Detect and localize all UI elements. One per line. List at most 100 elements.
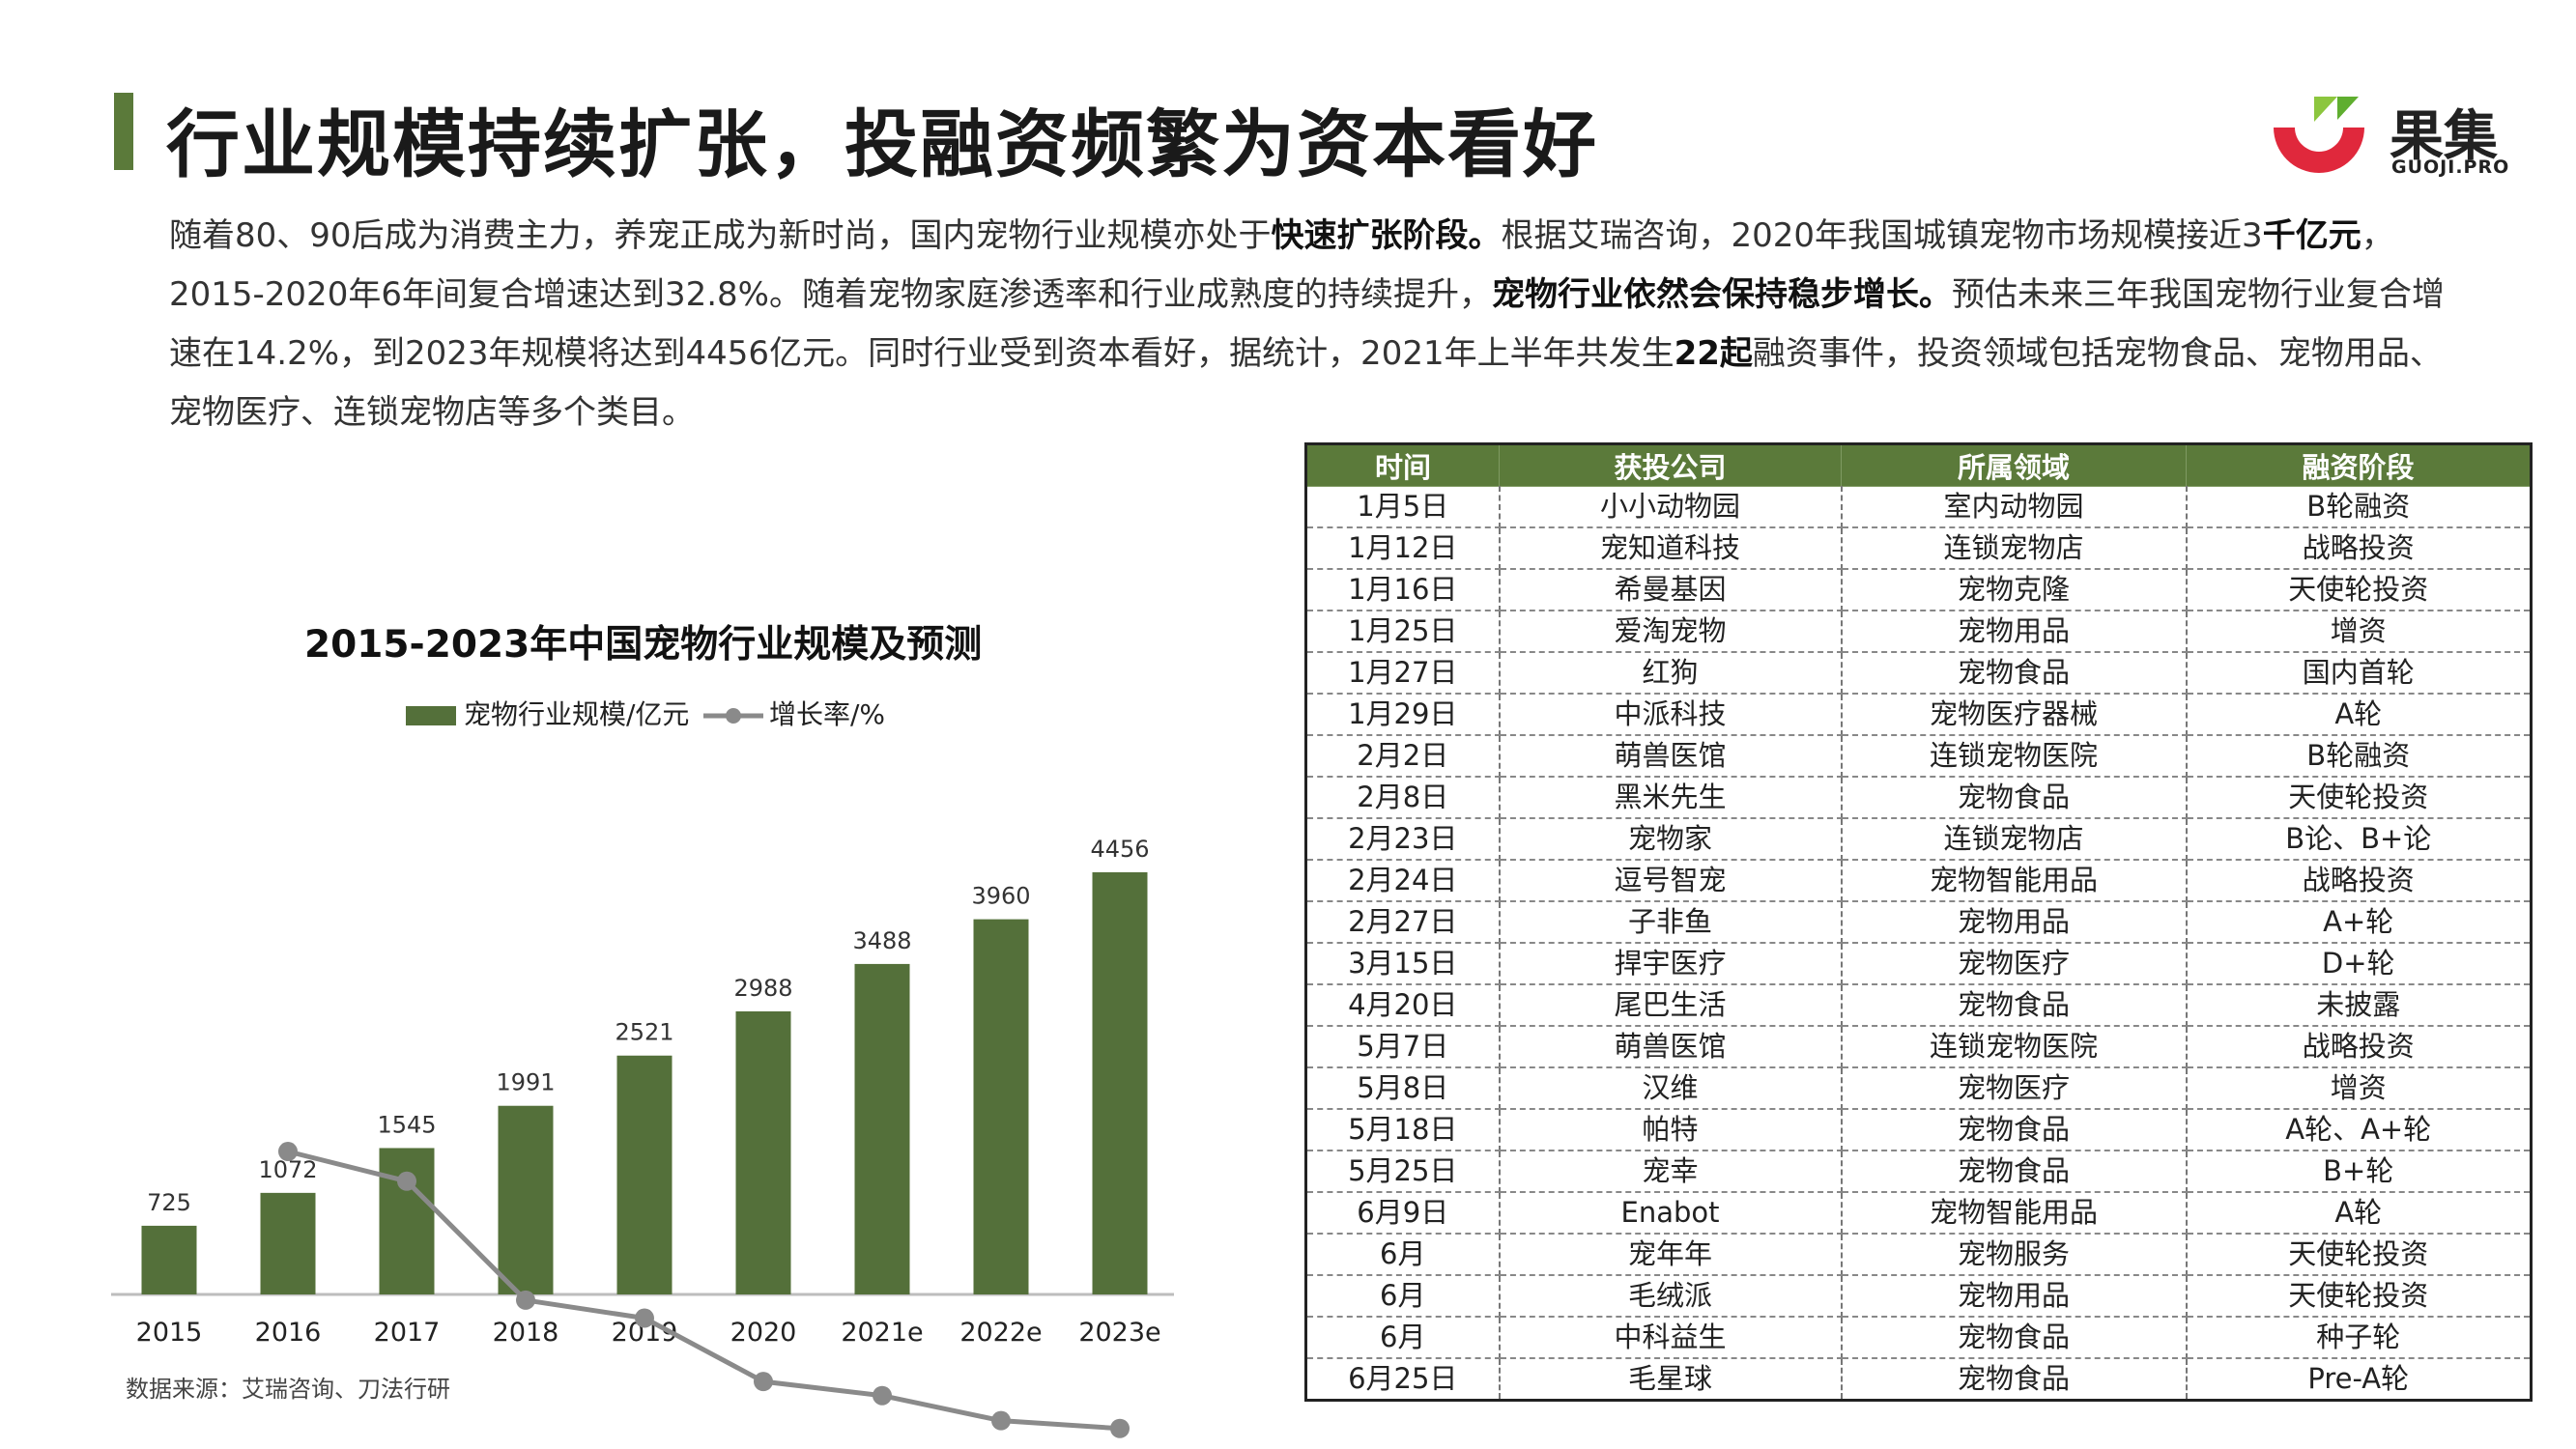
table-cell: 毛绒派 — [1500, 1275, 1842, 1317]
table-cell: 战略投资 — [2187, 527, 2532, 569]
table-cell: 5月7日 — [1306, 1026, 1500, 1067]
table-cell: B论、B+论 — [2187, 818, 2532, 860]
bar — [855, 964, 910, 1294]
table-cell: 宠知道科技 — [1500, 527, 1842, 569]
table-cell: 1月12日 — [1306, 527, 1500, 569]
table-cell: 宠物用品 — [1842, 901, 2187, 943]
table-cell: 2月2日 — [1306, 735, 1500, 777]
table-cell: 连锁宠物医院 — [1842, 1026, 2187, 1067]
table-cell: 天使轮投资 — [2187, 1234, 2532, 1275]
table-cell: 宠物智能用品 — [1842, 1192, 2187, 1234]
table-header-row: 时间 获投公司 所属领域 融资阶段 — [1306, 444, 2532, 487]
table-row: 6月 宠年年 宠物服务 天使轮投资 — [1306, 1234, 2532, 1275]
table-cell: 2月8日 — [1306, 777, 1500, 818]
table-cell: 6月9日 — [1306, 1192, 1500, 1234]
bar — [736, 1011, 791, 1294]
table-cell: 4月20日 — [1306, 984, 1500, 1026]
table-cell: 增资 — [2187, 1067, 2532, 1109]
table-cell: 爱淘宠物 — [1500, 611, 1842, 652]
x-tick-label: 2022e — [959, 1318, 1042, 1348]
growth-rate-point — [873, 1386, 892, 1406]
bar — [380, 1148, 435, 1294]
table-cell: 增资 — [2187, 611, 2532, 652]
table-body: 1月5日 小小动物园 室内动物园 B轮融资 1月12日 宠知道科技 连锁宠物店 战略投资 1月1… — [1306, 487, 2532, 1401]
table-cell: 宠物食品 — [1842, 1109, 2187, 1151]
table-row: 1月12日 宠知道科技 连锁宠物店 战略投资 — [1306, 527, 2532, 569]
table-cell: 宠物食品 — [1842, 1358, 2187, 1401]
table-cell: 种子轮 — [2187, 1317, 2532, 1358]
table-row: 5月25日 宠幸 宠物食品 B+轮 — [1306, 1151, 2532, 1192]
table-row: 2月2日 萌兽医馆 连锁宠物医院 B轮融资 — [1306, 735, 2532, 777]
table-cell: 宠物食品 — [1842, 652, 2187, 694]
table-cell: 中派科技 — [1500, 694, 1842, 735]
table-header-cell: 获投公司 — [1500, 444, 1842, 487]
table-cell: 天使轮投资 — [2187, 569, 2532, 611]
table-row: 5月8日 汉维 宠物医疗 增资 — [1306, 1067, 2532, 1109]
growth-rate-point — [516, 1291, 535, 1310]
table-cell: A轮 — [2187, 1192, 2532, 1234]
table-row: 2月23日 宠物家 连锁宠物店 B论、B+论 — [1306, 818, 2532, 860]
table-row: 1月5日 小小动物园 室内动物园 B轮融资 — [1306, 487, 2532, 528]
table-cell: 宠物食品 — [1842, 984, 2187, 1026]
table-cell: 希曼基因 — [1500, 569, 1842, 611]
table-cell: 汉维 — [1500, 1067, 1842, 1109]
chart-plot: 7252015107220161545201719912018252120192… — [0, 0, 1295, 1449]
bar — [261, 1193, 316, 1294]
table-cell: 1月5日 — [1306, 487, 1500, 528]
table-cell: 捍宇医疗 — [1500, 943, 1842, 984]
table-cell: 5月8日 — [1306, 1067, 1500, 1109]
table-cell: A轮 — [2187, 694, 2532, 735]
bar-value-label: 3488 — [852, 927, 911, 954]
table-cell: Pre-A轮 — [2187, 1358, 2532, 1401]
table-cell: 连锁宠物医院 — [1842, 735, 2187, 777]
x-tick-label: 2023e — [1078, 1318, 1160, 1348]
bar-value-label: 1991 — [496, 1069, 555, 1096]
table-cell: 尾巴生活 — [1500, 984, 1842, 1026]
table-row: 6月25日 毛星球 宠物食品 Pre-A轮 — [1306, 1358, 2532, 1401]
x-tick-label: 2018 — [493, 1318, 559, 1348]
table-row: 6月9日 Enabot 宠物智能用品 A轮 — [1306, 1192, 2532, 1234]
bar — [617, 1056, 673, 1294]
table-cell: 宠物食品 — [1842, 1151, 2187, 1192]
table-cell: 宠物服务 — [1842, 1234, 2187, 1275]
table-cell: 1月27日 — [1306, 652, 1500, 694]
table-cell: B+轮 — [2187, 1151, 2532, 1192]
table-cell: 连锁宠物店 — [1842, 818, 2187, 860]
intro-bold-2: 千亿元 — [2263, 216, 2361, 255]
x-tick-label: 2021e — [841, 1318, 923, 1348]
table-cell: 毛星球 — [1500, 1358, 1842, 1401]
table-cell: 1月16日 — [1306, 569, 1500, 611]
table-cell: 黑米先生 — [1500, 777, 1842, 818]
table-cell: 天使轮投资 — [2187, 1275, 2532, 1317]
table-cell: 小小动物园 — [1500, 487, 1842, 528]
table-cell: 2月23日 — [1306, 818, 1500, 860]
table-cell: 宠物医疗器械 — [1842, 694, 2187, 735]
table-cell: 宠物用品 — [1842, 1275, 2187, 1317]
table-cell: 2月24日 — [1306, 860, 1500, 901]
bar — [974, 920, 1029, 1294]
table-cell: 连锁宠物店 — [1842, 527, 2187, 569]
table-cell: 宠物医疗 — [1842, 943, 2187, 984]
table-cell: A+轮 — [2187, 901, 2532, 943]
table-cell: A轮、A+轮 — [2187, 1109, 2532, 1151]
growth-rate-point — [991, 1411, 1011, 1431]
table-cell: 5月25日 — [1306, 1151, 1500, 1192]
growth-rate-point — [278, 1142, 298, 1161]
table-row: 5月18日 帕特 宠物食品 A轮、A+轮 — [1306, 1109, 2532, 1151]
table-row: 1月25日 爱淘宠物 宠物用品 增资 — [1306, 611, 2532, 652]
table-cell: 宠物用品 — [1842, 611, 2187, 652]
brand-logo: 果集 GUOJI.PRO — [2266, 87, 2507, 184]
intro-bold-4: 22起 — [1674, 334, 1753, 373]
table-row: 2月8日 黑米先生 宠物食品 天使轮投资 — [1306, 777, 2532, 818]
table-cell: 宠年年 — [1500, 1234, 1842, 1275]
bar-value-label: 1545 — [377, 1111, 436, 1138]
table-cell: 宠物家 — [1500, 818, 1842, 860]
table-cell: B轮融资 — [2187, 735, 2532, 777]
data-source-note: 数据来源：艾瑞咨询、刀法行研 — [126, 1370, 450, 1404]
bar — [142, 1226, 197, 1294]
bar — [1093, 872, 1148, 1294]
table-cell: 6月25日 — [1306, 1358, 1500, 1401]
table-row: 1月16日 希曼基因 宠物克隆 天使轮投资 — [1306, 569, 2532, 611]
table-row: 1月27日 红狗 宠物食品 国内首轮 — [1306, 652, 2532, 694]
table-row: 1月29日 中派科技 宠物医疗器械 A轮 — [1306, 694, 2532, 735]
